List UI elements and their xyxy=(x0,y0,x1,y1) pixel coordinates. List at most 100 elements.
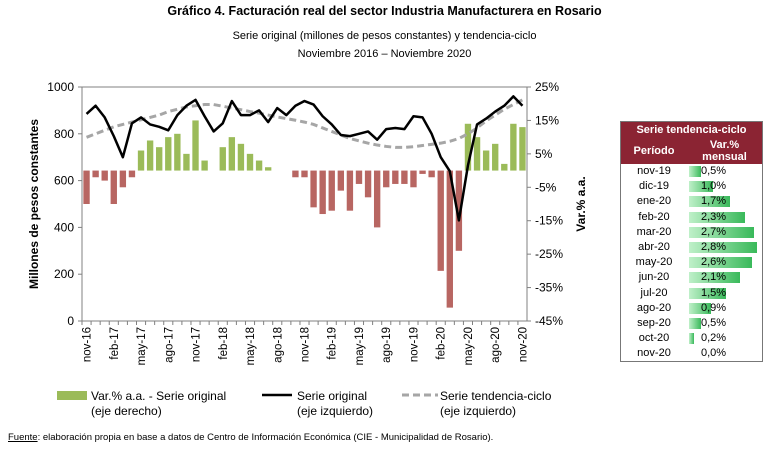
bar-var-aa xyxy=(337,170,345,191)
left-axis-title: Millones de pesos constantes xyxy=(27,119,41,289)
side-table-row: nov-19 0,5% xyxy=(621,164,762,179)
side-table-value-text: 1,0% xyxy=(701,180,727,193)
bar-var-aa xyxy=(383,170,390,188)
side-table-value-text: 2,1% xyxy=(701,271,727,284)
bar-var-aa xyxy=(510,123,517,171)
plot-frame xyxy=(81,86,528,322)
bar-var-aa xyxy=(83,170,90,204)
right-axis-tick-label: -35% xyxy=(535,281,563,295)
x-axis-tick-label: may-18 xyxy=(245,327,257,365)
side-table-row: ago-20 0,9% xyxy=(621,301,762,316)
left-axis-tick-label: 1000 xyxy=(47,80,74,94)
side-table-row: oct-20 0,2% xyxy=(621,331,762,346)
bar-var-aa xyxy=(246,153,254,171)
x-axis-tick-label: may-19 xyxy=(354,327,366,365)
side-table-period: feb-20 xyxy=(638,210,670,223)
series-line-original xyxy=(85,95,524,222)
right-axis-tick-label: -25% xyxy=(535,247,563,261)
side-table-value-text: 2,6% xyxy=(701,256,727,269)
bar-var-aa xyxy=(128,170,136,178)
x-axis-tick-label: nov-19 xyxy=(408,327,420,362)
bar-var-aa xyxy=(101,170,108,181)
side-table-databar xyxy=(689,257,753,269)
bar-var-aa xyxy=(174,133,181,171)
side-table-period: jul-20 xyxy=(640,286,668,299)
left-axis-tick-label: 400 xyxy=(54,220,74,234)
side-table-value-text: 2,7% xyxy=(701,225,727,238)
chart-period: Noviembre 2016 – Noviembre 2020 xyxy=(297,48,472,60)
side-table-databar xyxy=(689,181,714,193)
bar-var-aa xyxy=(401,170,408,184)
bar-var-aa xyxy=(346,170,354,211)
left-axis-tick-label: 0 xyxy=(67,314,74,328)
side-table-value: 0,5% xyxy=(687,164,762,179)
x-axis-tick-label: nov-20 xyxy=(517,327,529,362)
side-table-value-text: 1,5% xyxy=(701,286,727,299)
left-axis-tick-label: 600 xyxy=(54,174,74,188)
chart-title: Gráfico 4. Facturación real del sector I… xyxy=(167,4,602,18)
bar-var-aa xyxy=(264,167,272,171)
x-axis-tick-label: may-17 xyxy=(136,327,148,365)
side-table-value-text: 0,9% xyxy=(701,301,727,314)
right-axis-tick-label: 15% xyxy=(535,113,559,127)
side-table-period: may-20 xyxy=(635,256,673,269)
bar-var-aa xyxy=(464,123,472,171)
x-axis-tick-label: feb-18 xyxy=(218,327,230,360)
side-table-row: nov-20 0,0% xyxy=(621,346,762,361)
right-axis-tick-label: 25% xyxy=(535,80,559,94)
bar-var-aa xyxy=(201,160,208,171)
side-table-databar xyxy=(689,302,711,314)
side-table-row: ene-20 1,7% xyxy=(621,194,762,209)
side-table-value: 2,8% xyxy=(687,240,762,255)
right-axis-tick-label: -5% xyxy=(535,180,557,194)
side-table-period: oct-20 xyxy=(638,332,670,345)
bar-var-aa xyxy=(455,170,463,251)
bar-var-aa xyxy=(192,120,199,171)
bar-var-aa xyxy=(228,137,236,171)
bar-var-aa xyxy=(355,170,363,184)
side-table-databar xyxy=(689,226,755,238)
right-axis-tick-label: 5% xyxy=(535,147,553,161)
footnote: Fuente: elaboración propia en base a dat… xyxy=(8,432,493,443)
bar-var-aa xyxy=(110,170,117,204)
bar-var-aa xyxy=(92,170,99,178)
x-axis-tick-label: feb-20 xyxy=(436,327,448,360)
side-table-value-text: 0,2% xyxy=(701,332,727,345)
bar-var-aa xyxy=(328,170,335,211)
side-table-row: abr-20 2,8% xyxy=(621,240,762,255)
bar-var-aa xyxy=(301,170,308,178)
side-table-value: 2,6% xyxy=(687,255,762,270)
side-table-period: jun-20 xyxy=(638,271,670,284)
bar-var-aa xyxy=(119,170,127,188)
bar-var-aa xyxy=(519,127,526,171)
side-table-title: Serie tendencia-ciclo xyxy=(621,122,762,138)
bar-var-aa xyxy=(437,170,444,271)
bar-var-aa xyxy=(292,170,299,178)
side-table-value: 0,2% xyxy=(687,331,762,346)
bar-var-aa xyxy=(255,160,263,171)
series-line-trend xyxy=(86,98,524,149)
bar-var-aa xyxy=(364,170,372,198)
bar-var-aa xyxy=(419,170,426,174)
side-table-period: sep-20 xyxy=(637,316,671,329)
bar-var-aa xyxy=(310,170,317,208)
side-table: Serie tendencia-ciclo Período Var.% mens… xyxy=(620,121,763,363)
side-table-value: 2,3% xyxy=(687,210,762,225)
left-axis-tick-label: 200 xyxy=(54,267,74,281)
side-table-period: ago-20 xyxy=(636,301,672,314)
bar-var-aa xyxy=(392,170,399,184)
side-table-period: abr-20 xyxy=(638,241,670,254)
right-axis-title: Var.% a.a. xyxy=(574,176,588,231)
legend-swatch-bars xyxy=(57,391,87,400)
side-table-databar xyxy=(689,317,702,329)
bar-var-aa xyxy=(373,170,381,228)
side-table-value-text: 0,0% xyxy=(701,347,727,360)
bar-var-aa xyxy=(446,170,453,308)
legend-sub-bars: (eje derecho) xyxy=(91,404,162,418)
x-axis-tick-label: ago-18 xyxy=(272,327,284,363)
bar-var-aa xyxy=(473,137,481,171)
x-axis-tick-label: may-20 xyxy=(463,327,475,365)
side-table-value: 2,7% xyxy=(687,225,762,240)
x-axis-tick-label: ago-19 xyxy=(381,327,393,363)
side-table-col-period: Período xyxy=(621,138,687,164)
